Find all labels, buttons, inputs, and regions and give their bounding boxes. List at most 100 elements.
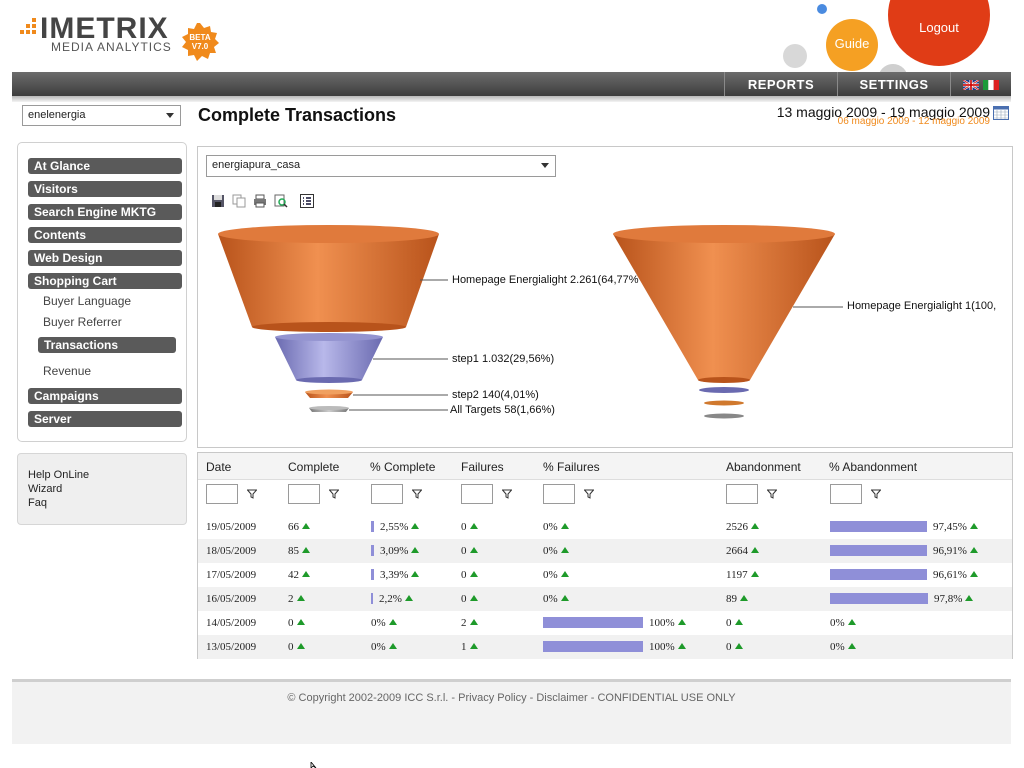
col-header-pct-failures[interactable]: % Failures bbox=[543, 460, 600, 474]
trend-up-icon bbox=[296, 595, 305, 601]
cell-pct-complete-value: 0% bbox=[371, 617, 386, 629]
cell-complete: 42 bbox=[288, 569, 310, 581]
cell-date: 18/05/2009 bbox=[206, 545, 256, 557]
funnel-stage-step2[interactable] bbox=[305, 389, 353, 399]
filter-input-pct-failures[interactable] bbox=[543, 484, 575, 504]
faq-link[interactable]: Faq bbox=[28, 497, 47, 509]
italy-flag-icon[interactable] bbox=[983, 80, 999, 90]
site-select[interactable]: enelenergia bbox=[22, 105, 181, 126]
print-icon[interactable] bbox=[253, 194, 267, 208]
funnel-right-stage-all-targets[interactable] bbox=[704, 413, 744, 419]
table-row[interactable]: 13/05/2009 0 0% 1 100% 0 0% bbox=[198, 635, 1012, 659]
sidebar-item-campaigns[interactable]: Campaigns bbox=[28, 388, 182, 404]
cell-pct-failures: 0% bbox=[543, 521, 569, 533]
cell-abandonment-value: 89 bbox=[726, 593, 737, 605]
logout-label: Logout bbox=[919, 20, 959, 35]
filter-icon[interactable] bbox=[329, 489, 339, 499]
footer-copyright[interactable]: © Copyright 2002-2009 ICC S.r.l. - Priva… bbox=[287, 692, 736, 704]
nav-settings[interactable]: SETTINGS bbox=[837, 72, 950, 96]
table-row[interactable]: 18/05/2009 85 3,09% 0 0% 2664 96,91% bbox=[198, 539, 1012, 563]
trend-up-icon bbox=[411, 547, 420, 553]
table-row[interactable]: 14/05/2009 0 0% 2 100% 0 0% bbox=[198, 611, 1012, 635]
cell-pct-failures-value: 0% bbox=[543, 569, 558, 581]
funnel-stage-step1[interactable] bbox=[275, 333, 383, 383]
funnel-stage-homepage[interactable] bbox=[218, 225, 439, 332]
cell-pct-abandonment-bar bbox=[830, 593, 928, 604]
sidebar-item-transactions[interactable]: Transactions bbox=[38, 337, 176, 353]
funnel-stage-all-targets[interactable] bbox=[309, 406, 349, 412]
filter-icon[interactable] bbox=[871, 489, 881, 499]
trend-up-icon bbox=[302, 523, 310, 529]
sidebar-item-buyer-language[interactable]: Buyer Language bbox=[43, 294, 132, 308]
filter-icon[interactable] bbox=[584, 489, 594, 499]
cell-failures: 0 bbox=[461, 521, 478, 533]
filter-input-failures[interactable] bbox=[461, 484, 493, 504]
sidebar-item-revenue[interactable]: Revenue bbox=[43, 364, 92, 378]
col-header-complete[interactable]: Complete bbox=[288, 460, 340, 474]
trend-up-icon bbox=[734, 643, 743, 649]
col-header-pct-complete[interactable]: % Complete bbox=[370, 460, 436, 474]
filter-icon[interactable] bbox=[247, 489, 257, 499]
cell-pct-complete-value: 2,2% bbox=[379, 593, 402, 605]
print-preview-icon[interactable] bbox=[274, 194, 288, 208]
imetrix-logo: IMETRIX MEDIA ANALYTICS bbox=[18, 12, 228, 62]
table-row[interactable]: 19/05/2009 66 2,55% 0 0% 2526 97,45% bbox=[198, 515, 1012, 539]
legend-icon[interactable] bbox=[300, 194, 314, 208]
filter-input-complete[interactable] bbox=[288, 484, 320, 504]
sidebar-item-contents[interactable]: Contents bbox=[28, 227, 182, 243]
date-range[interactable]: 13 maggio 2009 - 19 maggio 2009 bbox=[776, 104, 990, 120]
sidebar-item-server[interactable]: Server bbox=[28, 411, 182, 427]
funnel-right-stage-step2[interactable] bbox=[704, 400, 744, 406]
guide-button[interactable]: Guide bbox=[826, 19, 878, 71]
sidebar-item-web-design[interactable]: Web Design bbox=[28, 250, 182, 266]
trend-up-icon bbox=[750, 571, 759, 577]
filter-input-date[interactable] bbox=[206, 484, 238, 504]
calendar-icon[interactable] bbox=[993, 106, 1009, 120]
copy-icon[interactable] bbox=[232, 194, 246, 208]
wizard-link[interactable]: Wizard bbox=[28, 483, 63, 495]
col-header-abandonment[interactable]: Abandonment bbox=[726, 460, 801, 474]
trend-up-icon bbox=[560, 523, 569, 529]
cell-date: 13/05/2009 bbox=[206, 641, 256, 653]
filter-icon[interactable] bbox=[502, 489, 512, 499]
col-header-pct-abandonment[interactable]: % Abandonment bbox=[829, 460, 918, 474]
site-select-value: enelenergia bbox=[28, 109, 86, 121]
col-header-failures[interactable]: Failures bbox=[461, 460, 504, 474]
cell-failures-value: 0 bbox=[461, 545, 467, 557]
col-header-date[interactable]: Date bbox=[206, 460, 232, 474]
cell-pct-complete: 0% bbox=[371, 617, 397, 629]
funnel-right-stage-homepage[interactable] bbox=[613, 225, 835, 383]
funnel-select[interactable]: energiapura_casa bbox=[206, 155, 556, 177]
cell-failures-value: 0 bbox=[461, 521, 467, 533]
help-online-link[interactable]: Help OnLine bbox=[28, 469, 90, 481]
trend-up-icon bbox=[677, 619, 686, 625]
cell-pct-complete: 2,55% bbox=[380, 521, 420, 533]
cell-pct-complete-bar bbox=[371, 545, 374, 556]
funnel-chart-panel: energiapura_casa bbox=[197, 146, 1013, 448]
sidebar-item-visitors[interactable]: Visitors bbox=[28, 181, 182, 197]
table-row[interactable]: 17/05/2009 42 3,39% 0 0% 1197 96,61% bbox=[198, 563, 1012, 587]
table-row[interactable]: 16/05/2009 2 2,2% 0 0% 89 97,8% bbox=[198, 587, 1012, 611]
filter-input-pct-abandonment[interactable] bbox=[830, 484, 862, 504]
sidebar-item-at-glance[interactable]: At Glance bbox=[28, 158, 182, 174]
uk-flag-icon[interactable] bbox=[963, 80, 979, 90]
cell-pct-abandonment: 96,91% bbox=[933, 545, 978, 557]
sidebar-item-search-engine-mktg[interactable]: Search Engine MKTG bbox=[28, 204, 182, 220]
logout-button[interactable]: Logout bbox=[888, 0, 990, 66]
sidebar-item-buyer-referrer[interactable]: Buyer Referrer bbox=[43, 315, 122, 329]
cell-complete: 85 bbox=[288, 545, 310, 557]
trend-up-icon bbox=[560, 571, 569, 577]
funnel-leader-lines bbox=[349, 279, 448, 411]
cell-failures: 2 bbox=[461, 617, 478, 629]
filter-icon[interactable] bbox=[412, 489, 422, 499]
cell-pct-failures: 0% bbox=[543, 593, 569, 605]
funnel-right-stage-step1[interactable] bbox=[699, 387, 749, 393]
sidebar-item-shopping-cart[interactable]: Shopping Cart bbox=[28, 273, 182, 289]
filter-input-abandonment[interactable] bbox=[726, 484, 758, 504]
nav-reports[interactable]: REPORTS bbox=[724, 72, 837, 96]
trend-up-icon bbox=[411, 571, 420, 577]
badge-line2: V7.0 bbox=[192, 42, 209, 51]
filter-input-pct-complete[interactable] bbox=[371, 484, 403, 504]
save-icon[interactable] bbox=[211, 194, 225, 208]
filter-icon[interactable] bbox=[767, 489, 777, 499]
